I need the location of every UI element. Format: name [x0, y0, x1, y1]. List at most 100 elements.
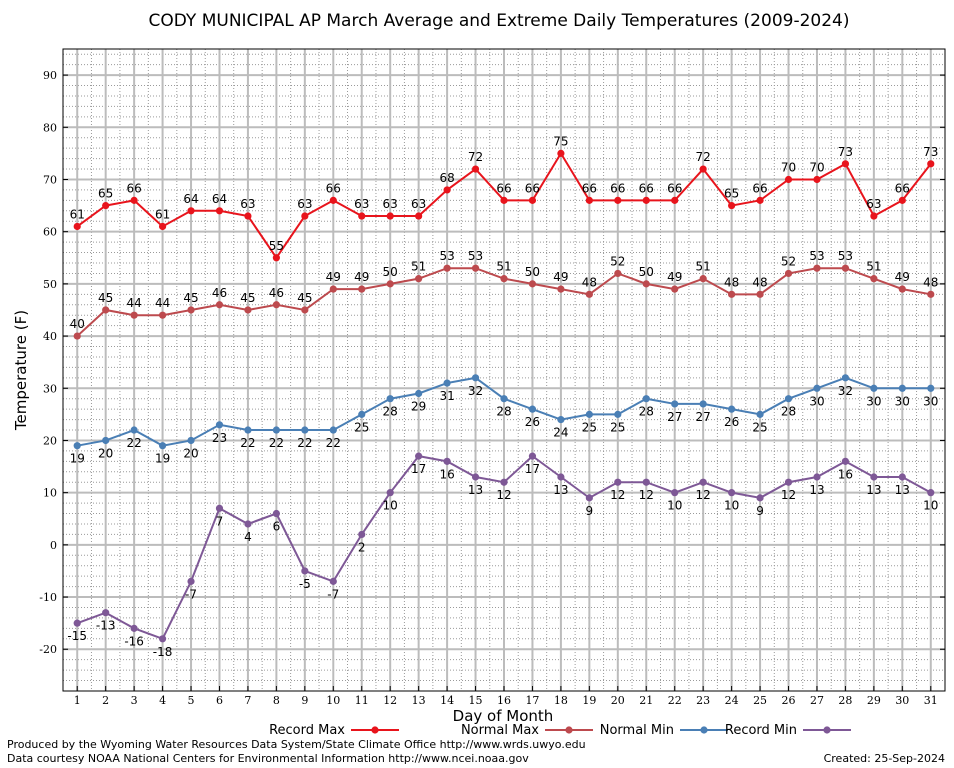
normal-max-data-label: 49 — [354, 270, 369, 284]
normal-min-point — [187, 436, 195, 445]
record-max-point — [358, 212, 366, 220]
record-min-point — [756, 494, 764, 502]
record-min-data-label: 13 — [866, 483, 881, 497]
x-tick-label: 25 — [753, 694, 767, 707]
record-max-point — [329, 196, 337, 204]
x-axis-title: Day of Month — [453, 707, 554, 725]
normal-max-data-label: 50 — [525, 265, 540, 279]
x-tick-label: 3 — [131, 694, 138, 707]
record-max-data-label: 73 — [838, 145, 853, 159]
normal-min-data-label: 25 — [582, 420, 597, 434]
normal-max-point — [927, 290, 935, 298]
record-min-data-label: 16 — [439, 467, 454, 481]
record-min-data-label: 17 — [525, 462, 540, 476]
record-min-data-label: 9 — [586, 504, 594, 518]
normal-min-point — [386, 395, 394, 403]
y-tick-label: 10 — [43, 487, 57, 500]
normal-min-data-label: 20 — [98, 446, 113, 460]
normal-max-point — [102, 306, 110, 314]
record-max-data-label: 68 — [439, 171, 454, 185]
normal-max-data-label: 48 — [724, 275, 739, 289]
normal-max-data-label: 45 — [183, 291, 198, 305]
record-min-data-label: 13 — [895, 483, 910, 497]
record-max-point — [244, 212, 252, 220]
legend-item-record-min: Record Min — [725, 723, 851, 738]
normal-max-point — [614, 269, 622, 278]
normal-min-data-label: 28 — [496, 405, 511, 419]
normal-max-data-label: 51 — [866, 260, 881, 274]
record-max-data-label: 73 — [923, 145, 938, 159]
y-tick-label: 30 — [43, 382, 57, 395]
normal-min-data-label: 20 — [183, 446, 198, 460]
normal-min-data-label: 22 — [126, 436, 141, 450]
normal-min-point — [358, 410, 366, 418]
record-max-point — [301, 212, 309, 220]
record-max-data-label: 63 — [297, 197, 312, 211]
record-min-point — [187, 577, 195, 585]
normal-max-point — [699, 275, 707, 283]
record-min-data-label: 13 — [468, 483, 483, 497]
record-max-data-label: 63 — [411, 197, 426, 211]
record-max-data-label: 66 — [667, 181, 682, 195]
normal-min-data-label: 32 — [468, 384, 483, 398]
x-tick-label: 30 — [895, 694, 909, 707]
record-min-point — [728, 489, 736, 497]
record-max-point — [102, 201, 110, 210]
record-max-point — [841, 160, 850, 168]
record-min-data-label: 17 — [411, 462, 426, 476]
normal-max-point — [784, 269, 793, 278]
record-min-data-label: 10 — [923, 499, 938, 513]
record-min-point — [386, 489, 394, 497]
normal-max-point — [585, 290, 593, 298]
record-min-data-label: 16 — [838, 467, 853, 481]
legend-label: Record Max — [269, 723, 345, 738]
normal-min-data-label: 28 — [383, 405, 398, 419]
normal-max-data-label: 51 — [411, 260, 426, 274]
normal-max-point — [813, 264, 821, 272]
normal-min-data-label: 30 — [895, 394, 910, 408]
normal-max-point — [386, 280, 394, 288]
normal-min-data-label: 23 — [212, 431, 227, 445]
normal-max-point — [443, 264, 451, 272]
record-min-point — [272, 509, 280, 518]
chart-title: CODY MUNICIPAL AP March Average and Extr… — [149, 11, 850, 31]
x-tick-label: 4 — [159, 694, 166, 707]
normal-max-point — [728, 290, 736, 298]
normal-max-data-label: 51 — [696, 260, 711, 274]
x-tick-label: 15 — [469, 694, 483, 707]
normal-min-point — [898, 384, 906, 392]
record-max-data-label: 61 — [70, 207, 85, 221]
record-min-data-label: -13 — [96, 619, 116, 633]
record-min-point — [813, 473, 821, 481]
x-tick-label: 26 — [782, 694, 796, 707]
x-tick-label: 10 — [326, 694, 340, 707]
legend-item-normal-min: Normal Min — [600, 723, 728, 738]
record-max-data-label: 66 — [582, 181, 597, 195]
normal-max-point — [415, 275, 423, 283]
normal-max-point — [642, 280, 650, 288]
x-tick-label: 24 — [725, 694, 739, 707]
record-max-point — [756, 196, 764, 204]
record-max-point — [471, 165, 480, 173]
normal-max-point — [671, 285, 679, 293]
x-tick-label: 31 — [924, 694, 938, 707]
record-min-point — [443, 457, 451, 465]
record-min-point — [557, 473, 565, 481]
legend-label: Normal Max — [461, 723, 539, 738]
x-tick-label: 29 — [867, 694, 881, 707]
normal-max-point — [73, 332, 81, 340]
record-max-data-label: 65 — [98, 187, 113, 201]
normal-max-data-label: 48 — [582, 275, 597, 289]
legend-swatch-marker — [565, 726, 573, 734]
x-tick-label: 22 — [668, 694, 682, 707]
record-max-data-label: 63 — [354, 197, 369, 211]
record-max-point — [671, 196, 679, 204]
record-max-data-label: 66 — [525, 181, 540, 195]
record-max-data-label: 70 — [781, 160, 796, 174]
normal-max-point — [500, 275, 508, 283]
record-max-data-label: 70 — [809, 160, 824, 174]
record-min-data-label: -7 — [185, 587, 197, 601]
record-max-point — [215, 207, 224, 215]
y-tick-label: 80 — [43, 121, 57, 134]
